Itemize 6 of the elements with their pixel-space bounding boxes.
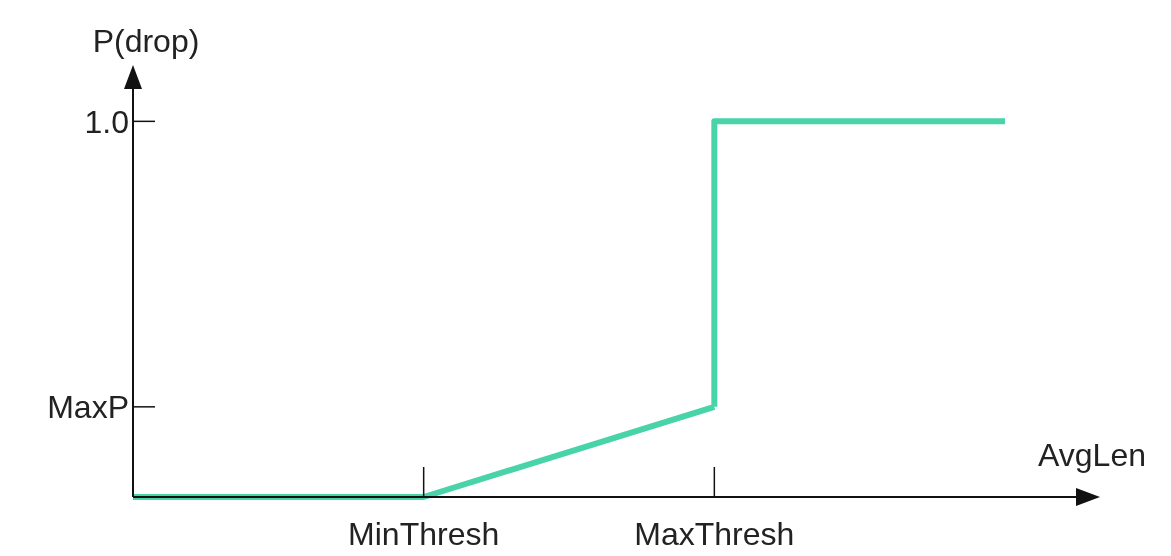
x-tick-label: MaxThresh bbox=[634, 516, 795, 552]
x-axis-title: AvgLen bbox=[1038, 437, 1146, 473]
text: 1.0 bbox=[84, 103, 129, 140]
y-axis-title: P(drop) bbox=[92, 23, 200, 59]
text: MaxP bbox=[47, 389, 129, 426]
x-tick-label: MinThresh bbox=[348, 516, 500, 552]
